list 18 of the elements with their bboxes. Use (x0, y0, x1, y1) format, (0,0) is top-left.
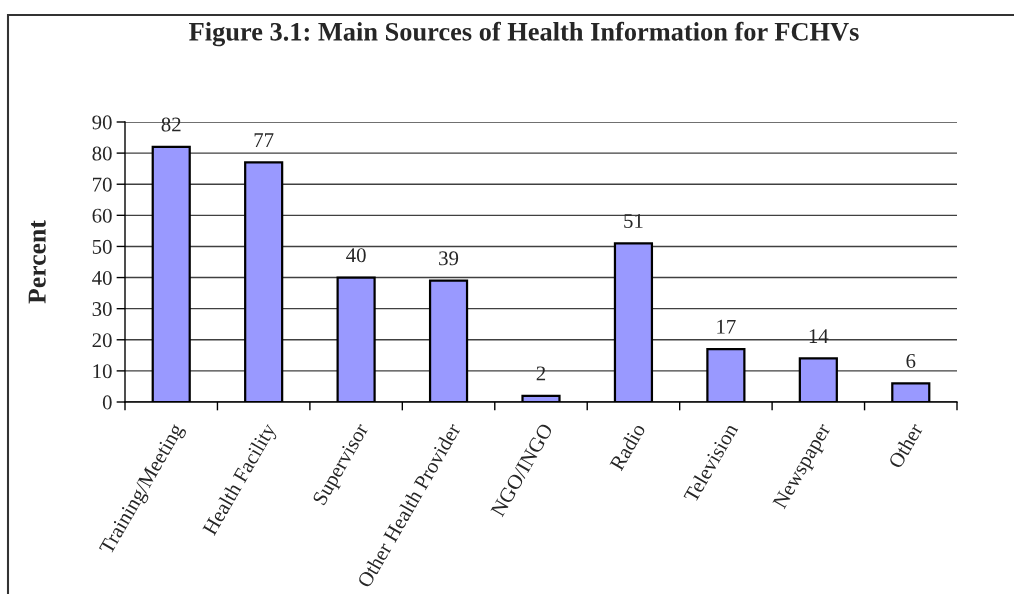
y-tick-label: 80 (92, 146, 112, 161)
data-label: 17 (717, 319, 736, 334)
chart-title: Figure 3.1: Main Sources of Health Information for FCHVs (189, 21, 859, 47)
y-tick-label: 30 (92, 302, 112, 317)
y-tick-label: 60 (92, 208, 112, 223)
y-axis-title: Percent (28, 220, 46, 304)
data-label: 40 (346, 248, 366, 263)
y-tick-label: 20 (92, 333, 112, 348)
data-label: 39 (439, 251, 459, 266)
y-tick-label: 90 (92, 115, 112, 130)
y-tick-label: 50 (92, 239, 112, 254)
data-label: 77 (254, 133, 274, 147)
data-label: 6 (906, 353, 916, 368)
y-tick-label: 10 (93, 364, 112, 379)
y-tick-label: 40 (92, 270, 112, 285)
data-label: 51 (624, 214, 643, 228)
y-tick-label: 70 (93, 177, 112, 192)
y-tick-label: 0 (102, 395, 112, 410)
